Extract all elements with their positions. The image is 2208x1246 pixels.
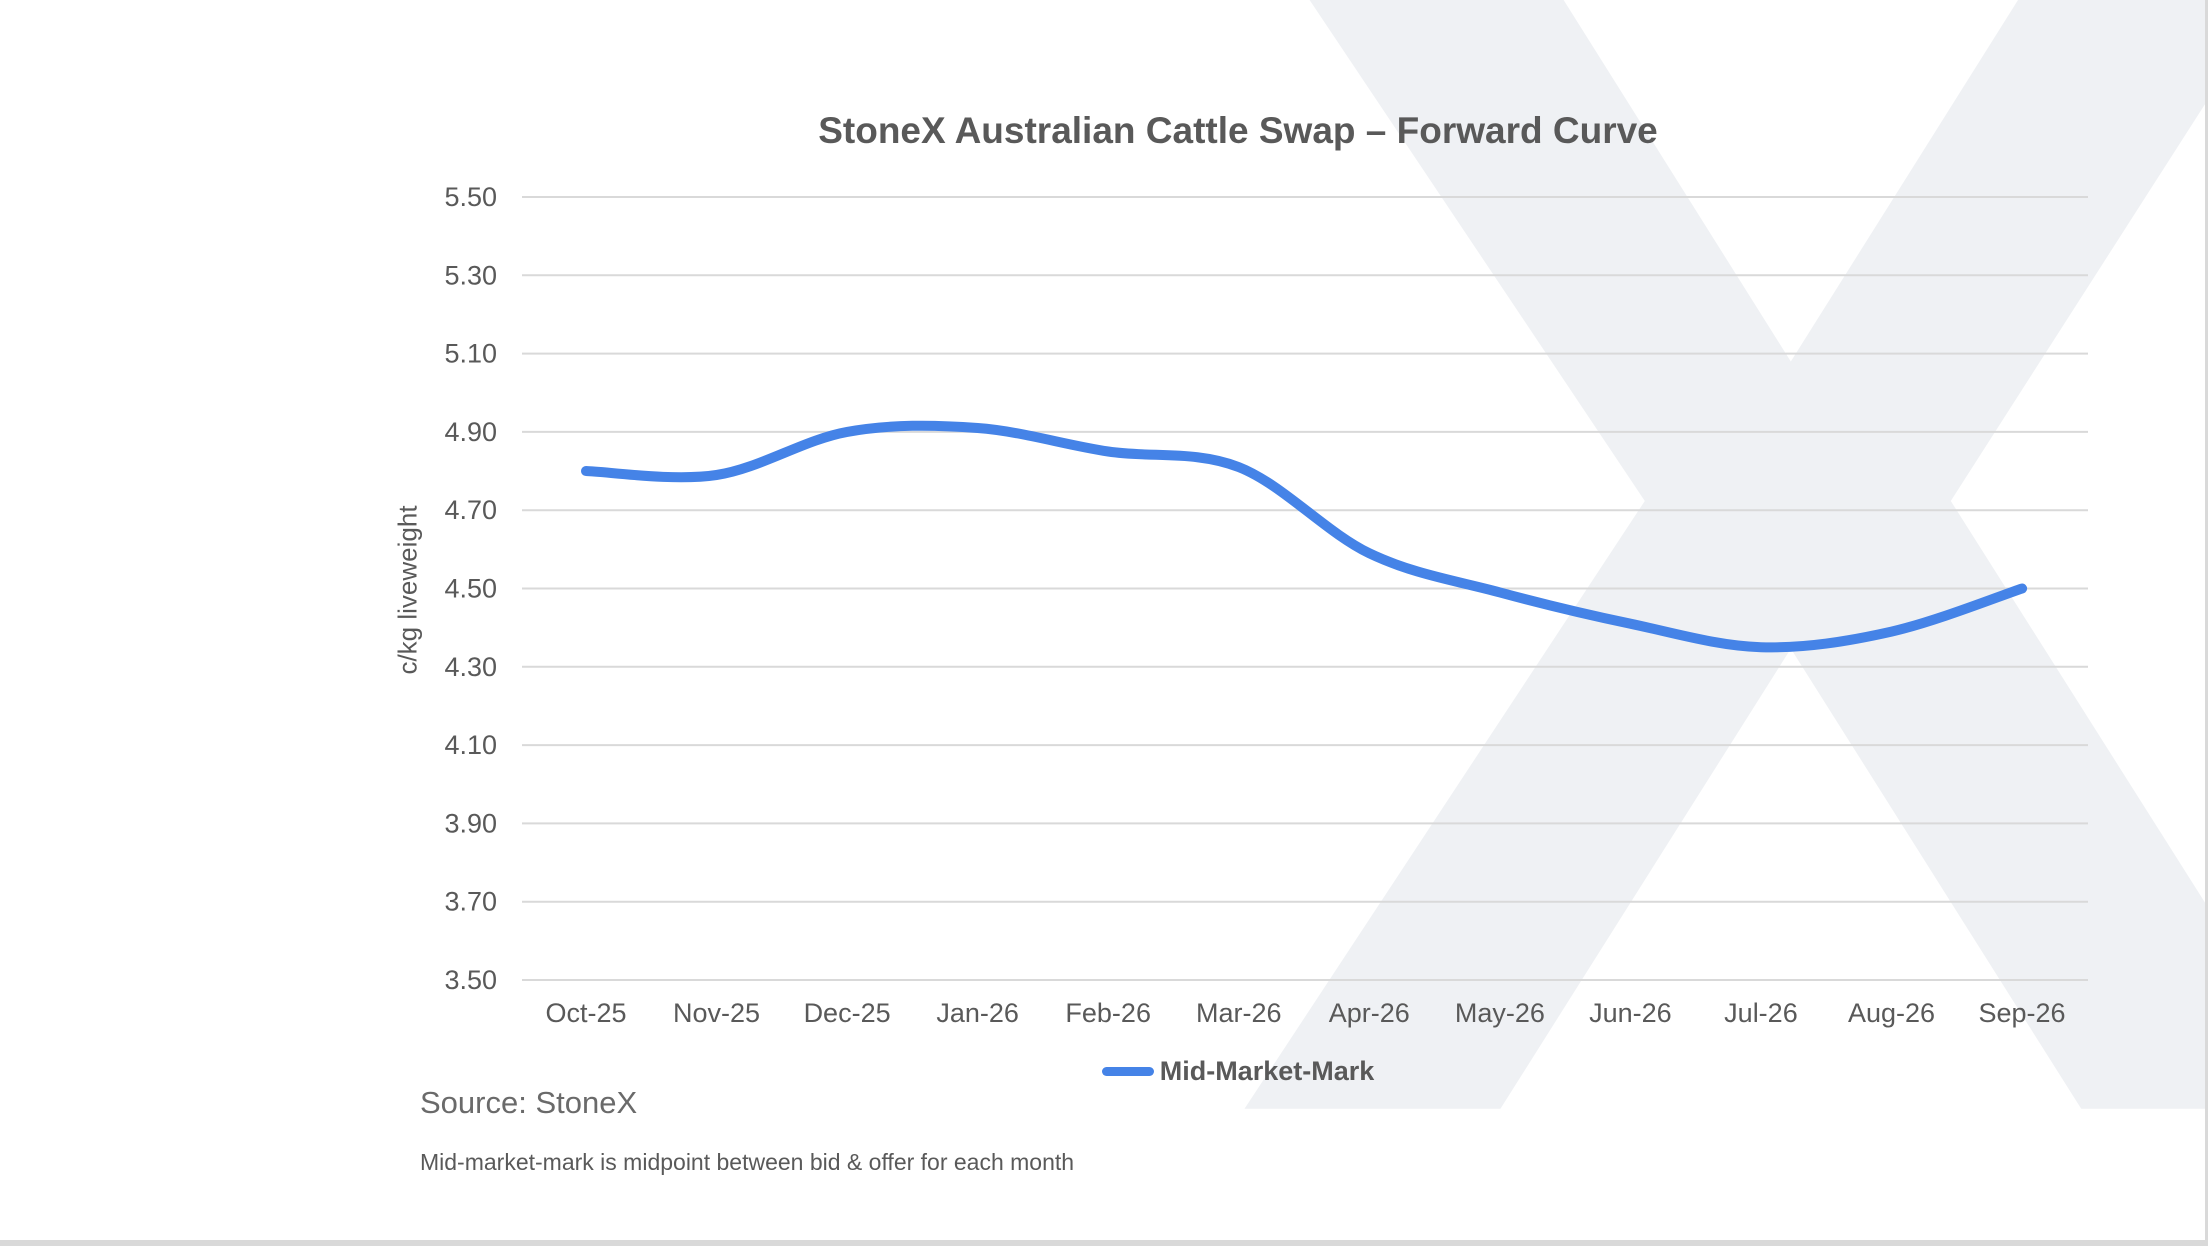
x-tick-label: Oct-25: [545, 998, 626, 1028]
y-axis-title: c/kg liveweight: [392, 505, 423, 675]
source-attribution: Source: StoneX: [420, 1085, 638, 1120]
stonex-x-watermark: X: [1229, 0, 2208, 1246]
y-tick-label: 4.50: [444, 574, 497, 604]
x-tick-label: Jan-26: [936, 998, 1019, 1028]
y-tick-label: 4.10: [444, 730, 497, 760]
y-tick-label: 4.70: [444, 495, 497, 525]
y-tick-label: 3.70: [444, 887, 497, 917]
legend-line-swatch: [1101, 1066, 1154, 1076]
x-tick-label: Aug-26: [1848, 998, 1935, 1028]
x-tick-label: Apr-26: [1329, 998, 1410, 1028]
x-tick-label: Nov-25: [673, 998, 760, 1028]
y-tick-label: 3.90: [444, 808, 497, 838]
footnote: Mid-market-mark is midpoint between bid …: [420, 1149, 1075, 1175]
y-tick-label: 5.30: [444, 260, 497, 290]
x-tick-label: Feb-26: [1065, 998, 1151, 1028]
x-tick-label: Jun-26: [1589, 998, 1672, 1028]
y-tick-label: 4.90: [444, 417, 497, 447]
x-tick-label: Dec-25: [804, 998, 891, 1028]
legend: Mid-Market-Mark: [522, 1054, 1954, 1088]
x-tick-label: Mar-26: [1196, 998, 1282, 1028]
x-tick-label: Sep-26: [1979, 998, 2066, 1028]
y-tick-label: 3.50: [444, 965, 497, 995]
legend-series-label: Mid-Market-Mark: [1159, 1055, 1375, 1086]
right-edge-border: [2205, 0, 2208, 1246]
x-tick-label: May-26: [1455, 998, 1545, 1028]
x-tick-label: Jul-26: [1724, 998, 1798, 1028]
y-tick-label: 5.50: [444, 182, 497, 212]
series-line-mid-market-mark: [581, 420, 2028, 653]
y-tick-label: 4.30: [444, 652, 497, 682]
y-tick-label: 5.10: [444, 339, 497, 369]
bottom-edge-border: [0, 1240, 2208, 1246]
chart-title: StoneX Australian Cattle Swap – Forward …: [818, 110, 1658, 151]
